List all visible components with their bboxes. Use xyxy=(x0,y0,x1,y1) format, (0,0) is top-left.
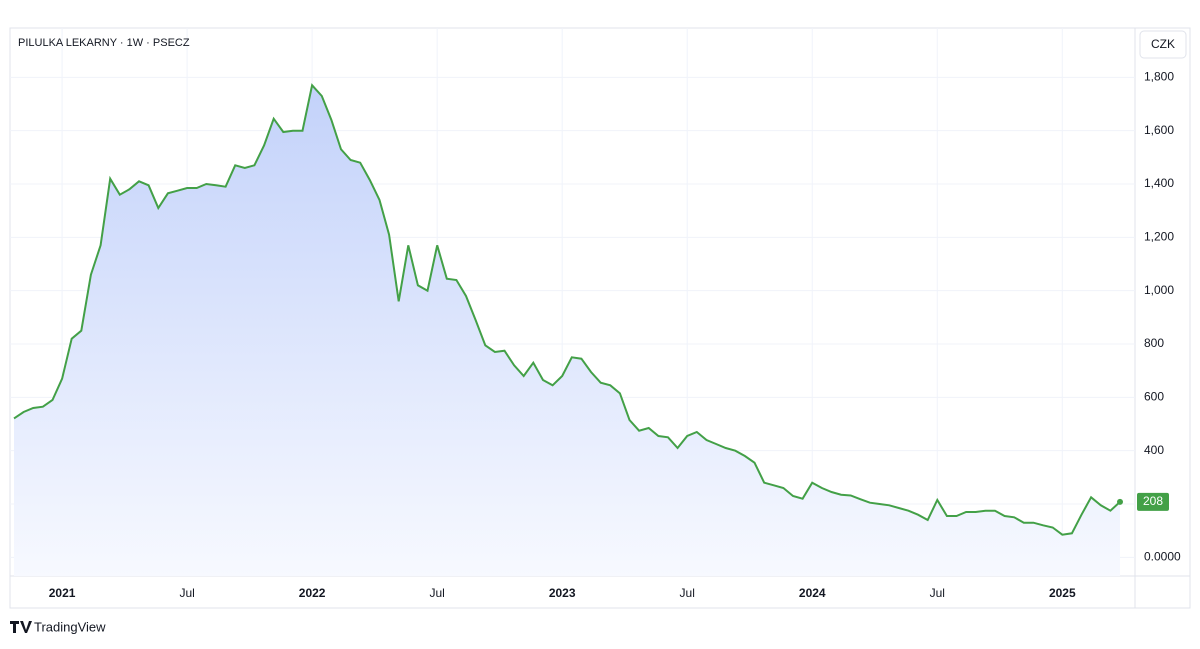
brand-logo xyxy=(10,621,32,633)
y-tick-label: 1,200 xyxy=(1144,230,1174,244)
brand-name: TradingView xyxy=(34,619,106,634)
frame xyxy=(9,27,1191,609)
x-tick-label: 2025 xyxy=(1049,586,1076,600)
x-tick-label: Jul xyxy=(179,586,194,600)
x-tick-label: Jul xyxy=(930,586,945,600)
y-tick-label: 0.0000 xyxy=(1144,550,1181,564)
currency-button[interactable] xyxy=(1139,30,1187,59)
x-tick-label: 2021 xyxy=(49,586,76,600)
y-tick-label: 600 xyxy=(1144,390,1164,404)
line xyxy=(13,83,1121,536)
y-tick-label: 800 xyxy=(1144,336,1164,350)
y-tick-label: 1,000 xyxy=(1144,283,1174,297)
x-tick-label: Jul xyxy=(429,586,444,600)
y-tick-label: 400 xyxy=(1144,443,1164,457)
y-tick-label: 1,800 xyxy=(1144,70,1174,84)
y-tick-label: 1,400 xyxy=(1144,176,1174,190)
x-tick-label: 2023 xyxy=(549,586,576,600)
x-tick-label: 2022 xyxy=(299,586,326,600)
currency-label[interactable]: CZK xyxy=(1151,37,1175,51)
chart-title: PILULKA LEKARNY · 1W · PSECZ xyxy=(18,37,190,49)
x-tick-label: Jul xyxy=(680,586,695,600)
area xyxy=(14,85,1120,577)
x-tick-label: 2024 xyxy=(799,586,826,600)
last-point xyxy=(1117,498,1123,505)
y-tick-label: 1,600 xyxy=(1144,123,1174,137)
last-value-box xyxy=(1137,492,1169,511)
last-value-label: 208 xyxy=(1143,494,1163,508)
